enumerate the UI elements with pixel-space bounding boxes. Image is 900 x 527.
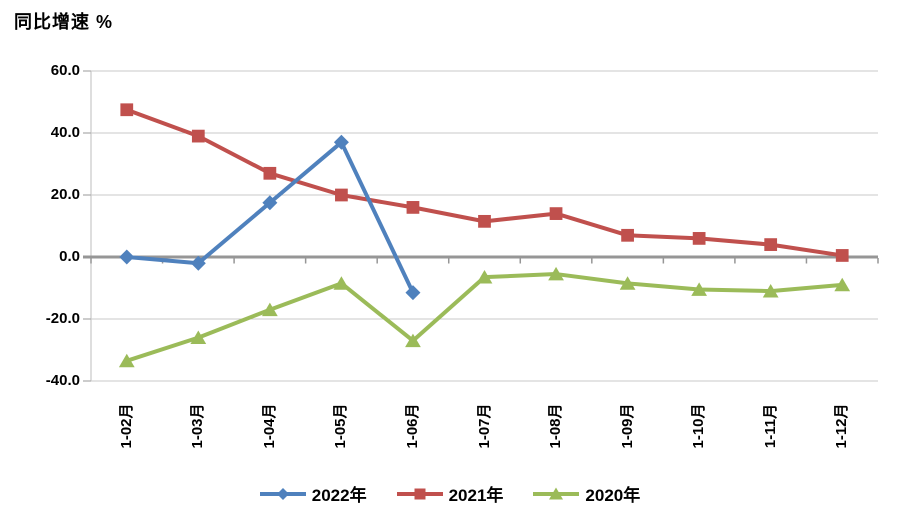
y-axis-tick-label: 60.0 — [50, 62, 80, 79]
series-line-2020年 — [124, 272, 845, 363]
series-2020年-marker-2 — [261, 302, 278, 317]
x-axis-tick-label: 1-02月 — [117, 403, 135, 449]
series-2021年-marker-8 — [692, 232, 706, 245]
series-2021年-marker-2 — [263, 166, 277, 180]
series-2020年-marker-3 — [333, 276, 350, 290]
series-2021年-marker-10 — [835, 249, 849, 262]
series-2021年-marker-6 — [549, 207, 563, 220]
chart-title: 同比增速 % — [14, 12, 114, 32]
legend-item-2021年: 2021年 — [396, 481, 504, 506]
series-2021年-marker-1 — [191, 129, 205, 143]
series-2020年-marker-8 — [691, 282, 708, 296]
series-line-2022年 — [124, 140, 415, 295]
series-2022年-marker-0 — [119, 249, 135, 265]
legend-label: 2021年 — [448, 486, 504, 505]
series-2020年-marker-4 — [405, 333, 421, 348]
series-2020年-marker-9 — [762, 283, 779, 298]
x-axis-tick-label: 1-07月 — [475, 403, 493, 449]
legend-marker-triangle-icon — [533, 487, 580, 499]
series-2020年-marker-5 — [476, 270, 493, 284]
legend-marker-square-icon — [396, 488, 443, 499]
series-2021年-marker-9 — [764, 238, 778, 251]
series-2020年-marker-6 — [548, 266, 564, 281]
legend-item-2022年: 2022年 — [259, 481, 367, 506]
legend-item-2020年: 2020年 — [533, 481, 640, 506]
series-2022年-marker-1 — [190, 255, 206, 271]
series-2021年-marker-7 — [621, 228, 634, 242]
y-axis-tick-label: 0.0 — [59, 248, 80, 265]
x-axis-tick-label: 1-09月 — [618, 403, 636, 449]
x-axis-tick-label: 1-05月 — [332, 403, 350, 449]
series-2020年-marker-10 — [834, 277, 851, 292]
y-axis-tick-label: -40.0 — [45, 372, 80, 389]
x-axis-tick-label: 1-10月 — [690, 403, 708, 449]
x-axis-tick-label: 1-08月 — [547, 403, 565, 449]
x-axis-tick-label: 1-12月 — [833, 403, 851, 449]
series-2021年-marker-5 — [478, 214, 491, 228]
series-2022年-marker-2 — [262, 195, 278, 211]
y-axis-tick-label: 40.0 — [50, 124, 80, 141]
series-2020年-marker-1 — [190, 330, 207, 344]
x-axis-tick-label: 1-04月 — [260, 403, 278, 449]
plot-svg — [83, 70, 879, 382]
x-axis-tick-label: 1-06月 — [403, 403, 421, 449]
legend-marker-diamond-icon — [259, 487, 306, 500]
x-axis-tick-label: 1-03月 — [189, 403, 207, 449]
legend: 2022年 2021年 2020年 — [0, 481, 900, 506]
series-2022年-marker-4 — [405, 285, 421, 301]
legend-label: 2022年 — [311, 486, 367, 505]
series-2020年-marker-7 — [619, 276, 636, 290]
y-axis-tick-label: -20.0 — [45, 310, 80, 327]
y-axis-tick-label: 20.0 — [50, 186, 80, 203]
legend-label: 2020年 — [585, 486, 641, 505]
series-2021年-marker-3 — [335, 188, 348, 202]
series-2021年-marker-4 — [406, 201, 420, 214]
series-2021年-marker-0 — [120, 103, 134, 117]
series-2020年-marker-0 — [118, 353, 135, 368]
x-axis-tick-label: 1-11月 — [761, 403, 779, 449]
series-2022年-marker-3 — [333, 134, 349, 150]
